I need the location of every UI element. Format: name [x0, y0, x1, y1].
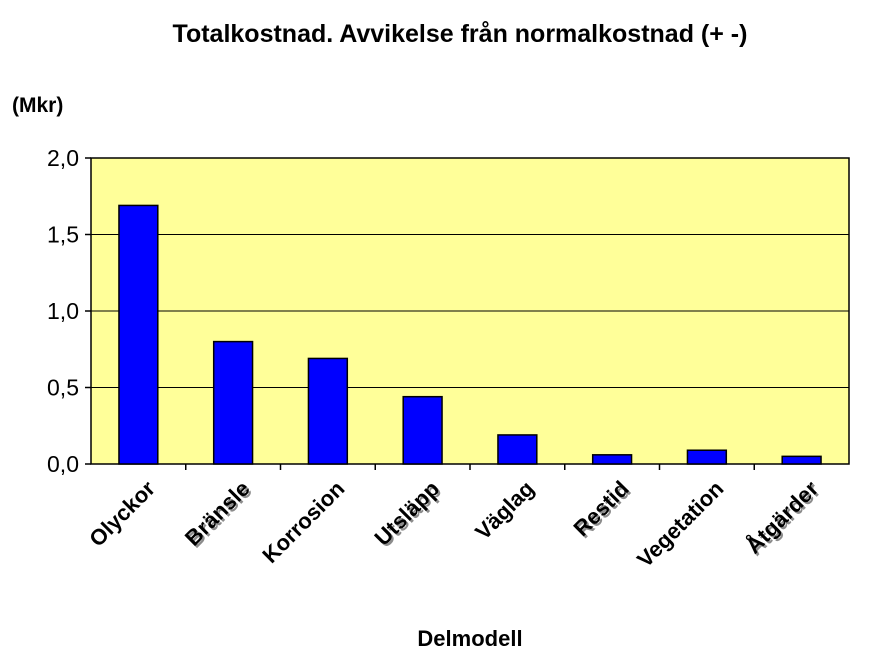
x-tick-label: Åtgärder — [740, 475, 824, 559]
bar — [497, 434, 538, 465]
x-axis-label: Delmodell — [417, 626, 522, 651]
y-tick-label: 1,5 — [47, 222, 79, 248]
bar — [212, 340, 254, 465]
chart-title: Totalkostnad. Avvikelse från normalkostn… — [173, 20, 748, 48]
x-tick-label: Bränsle — [180, 476, 255, 551]
bar — [307, 357, 349, 465]
bar — [118, 204, 159, 465]
y-axis: 0,0 0,5 1,0 1,5 2,0 — [47, 145, 91, 477]
bar — [781, 455, 822, 465]
bars — [118, 204, 822, 465]
bar — [402, 395, 443, 465]
bar — [591, 454, 633, 465]
y-tick-label: 1,0 — [47, 298, 79, 324]
x-tick-label: Väglag — [470, 476, 539, 545]
bar — [686, 449, 728, 465]
x-tick-label: Vegetation — [632, 476, 728, 572]
x-tick-label: Restid — [568, 476, 633, 541]
x-tick-label: Olyckor — [84, 476, 160, 552]
y-tick-label: 0,5 — [47, 375, 79, 401]
y-unit-label: (Mkr) — [12, 94, 63, 117]
x-tick-label: Korrosion — [257, 476, 349, 568]
y-tick-label: 2,0 — [47, 145, 79, 171]
x-tick-label: Utsläpp — [369, 476, 444, 551]
y-tick-label: 0,0 — [47, 451, 79, 477]
